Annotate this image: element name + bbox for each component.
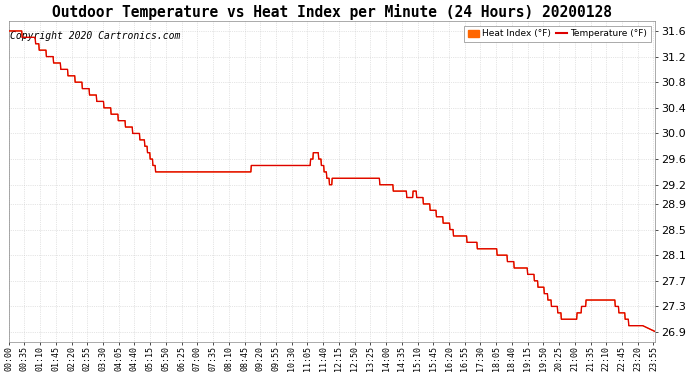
Temperature (°F) <box>132 131 141 136</box>
Heat Index (°F) <box>651 329 660 334</box>
Title: Outdoor Temperature vs Heat Index per Minute (24 Hours) 20200128: Outdoor Temperature vs Heat Index per Mi… <box>52 4 612 20</box>
Heat Index (°F) <box>132 131 141 136</box>
Legend: Heat Index (°F), Temperature (°F): Heat Index (°F), Temperature (°F) <box>464 26 651 42</box>
Line: Temperature (°F): Temperature (°F) <box>9 31 656 332</box>
Heat Index (°F) <box>433 214 441 219</box>
Temperature (°F) <box>518 266 526 270</box>
Temperature (°F) <box>574 310 582 315</box>
Heat Index (°F) <box>518 266 526 270</box>
Temperature (°F) <box>221 170 229 174</box>
Temperature (°F) <box>148 157 157 161</box>
Heat Index (°F) <box>221 170 229 174</box>
Temperature (°F) <box>433 214 441 219</box>
Heat Index (°F) <box>148 157 157 161</box>
Heat Index (°F) <box>574 310 582 315</box>
Temperature (°F) <box>5 29 13 33</box>
Heat Index (°F) <box>5 29 13 33</box>
Temperature (°F) <box>651 329 660 334</box>
Line: Heat Index (°F): Heat Index (°F) <box>9 31 656 332</box>
Text: Copyright 2020 Cartronics.com: Copyright 2020 Cartronics.com <box>10 31 180 41</box>
